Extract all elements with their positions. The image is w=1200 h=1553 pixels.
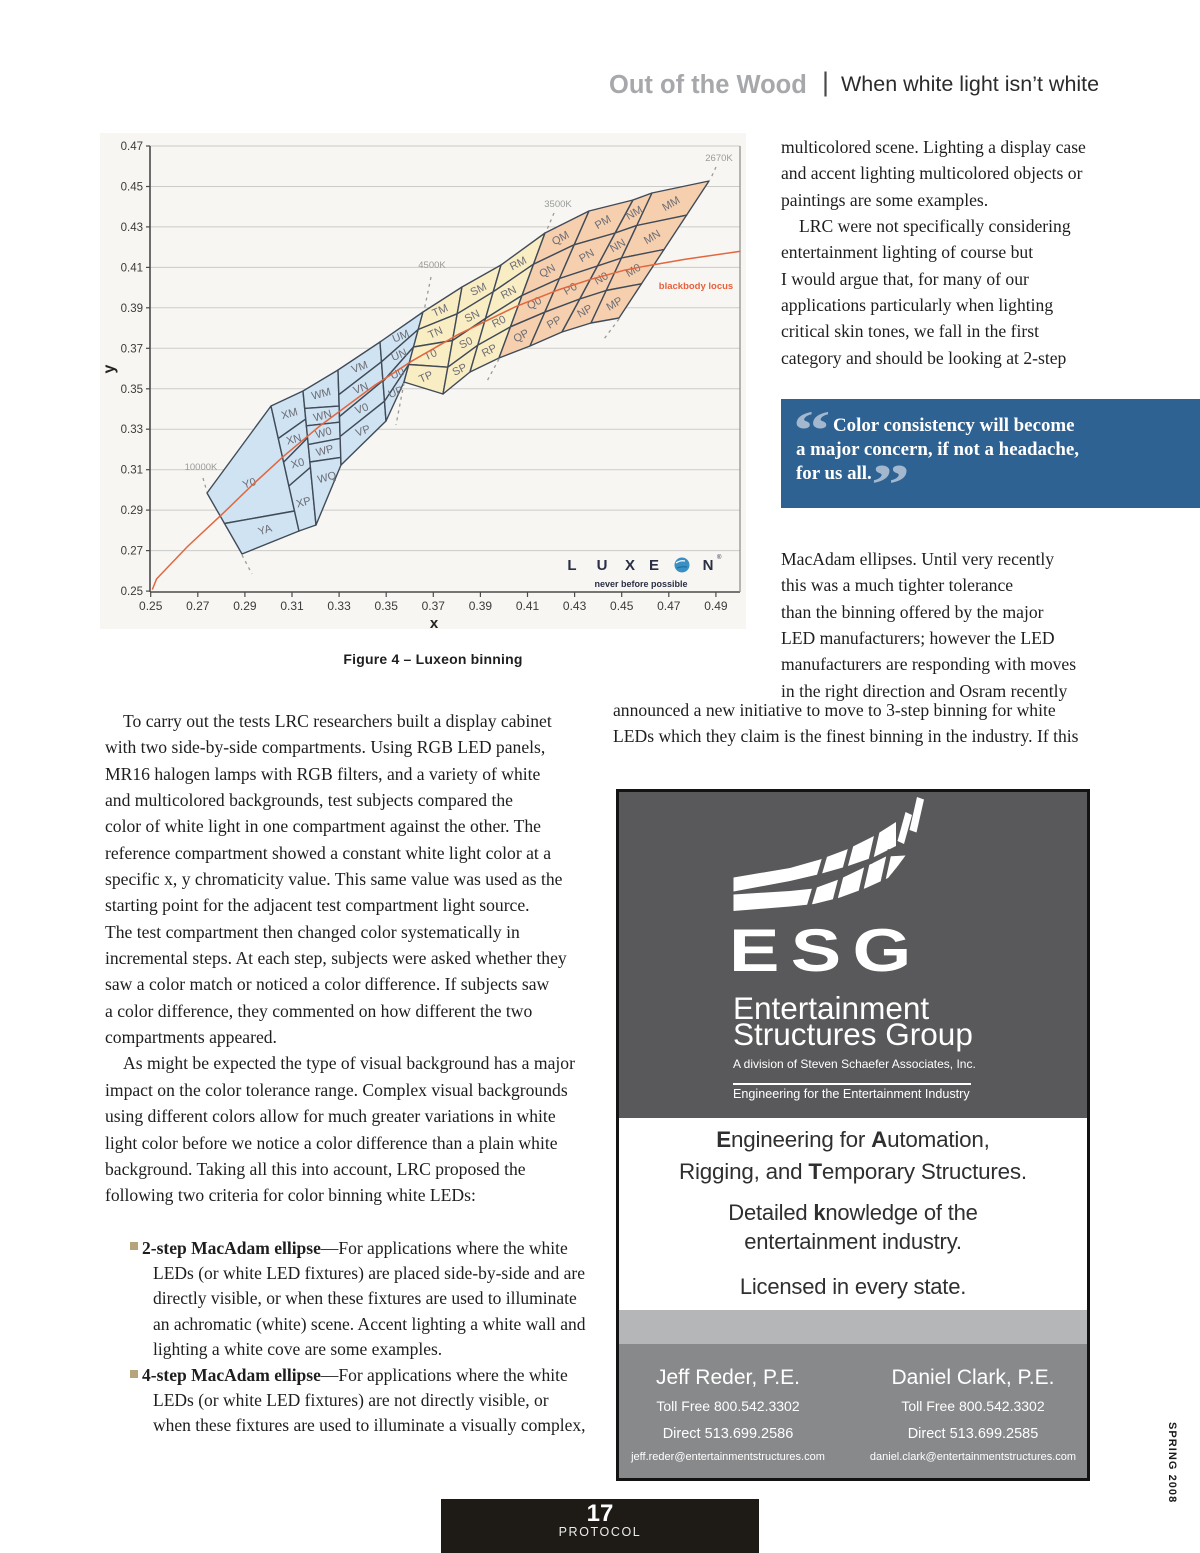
svg-text:0.47: 0.47 xyxy=(121,141,143,153)
svg-text:y: y xyxy=(101,364,118,373)
svg-text:0.29: 0.29 xyxy=(233,599,257,613)
svg-text:WM: WM xyxy=(310,386,332,403)
svg-text:0.45: 0.45 xyxy=(610,599,634,613)
svg-text:L: L xyxy=(567,557,576,574)
svg-text:0.47: 0.47 xyxy=(657,599,681,613)
svg-text:N: N xyxy=(703,557,714,574)
svg-text:TM: TM xyxy=(431,302,450,319)
svg-text:U: U xyxy=(597,557,608,574)
svg-text:®: ® xyxy=(717,554,722,561)
svg-text:0.45: 0.45 xyxy=(121,182,143,194)
svg-text:W0: W0 xyxy=(314,425,333,441)
svg-text:X0: X0 xyxy=(290,456,306,471)
svg-text:TP: TP xyxy=(417,369,435,386)
svg-text:WQ: WQ xyxy=(316,470,338,487)
svg-text:V0: V0 xyxy=(354,401,371,417)
svg-text:0.39: 0.39 xyxy=(121,303,143,315)
svg-text:XP: XP xyxy=(295,495,312,510)
svg-text:2670K: 2670K xyxy=(705,153,733,164)
svg-text:VM: VM xyxy=(350,359,370,376)
svg-text:SP: SP xyxy=(451,361,469,378)
svg-text:T0: T0 xyxy=(422,347,439,363)
svg-text:0.33: 0.33 xyxy=(327,599,351,613)
svg-text:0.39: 0.39 xyxy=(469,599,493,613)
svg-text:TN: TN xyxy=(426,325,444,342)
svg-text:0.31: 0.31 xyxy=(280,599,304,613)
svg-text:0.41: 0.41 xyxy=(121,262,143,274)
svg-text:U0: U0 xyxy=(389,366,407,382)
svg-text:0.37: 0.37 xyxy=(422,599,446,613)
svg-text:0.33: 0.33 xyxy=(121,424,143,436)
svg-text:blackbody locus: blackbody locus xyxy=(659,281,733,292)
svg-text:0.43: 0.43 xyxy=(563,599,587,613)
svg-text:WP: WP xyxy=(315,443,335,459)
svg-text:x: x xyxy=(430,615,439,632)
svg-text:UM: UM xyxy=(391,328,411,346)
svg-text:UP: UP xyxy=(387,384,406,401)
svg-text:0.41: 0.41 xyxy=(516,599,540,613)
svg-text:10000K: 10000K xyxy=(185,462,218,473)
svg-text:never before possible: never before possible xyxy=(594,579,687,589)
svg-text:0.43: 0.43 xyxy=(121,222,143,234)
svg-text:0.35: 0.35 xyxy=(375,599,399,613)
svg-text:0.35: 0.35 xyxy=(121,384,143,396)
svg-text:0.31: 0.31 xyxy=(121,465,143,477)
svg-text:UN: UN xyxy=(390,347,409,364)
svg-text:VP: VP xyxy=(354,423,372,439)
svg-text:0.25: 0.25 xyxy=(139,599,163,613)
svg-text:3500K: 3500K xyxy=(544,199,572,210)
svg-text:0.37: 0.37 xyxy=(121,343,143,355)
svg-text:YA: YA xyxy=(257,522,275,538)
svg-text:0.29: 0.29 xyxy=(121,505,143,517)
svg-text:X: X xyxy=(625,557,635,574)
svg-text:Y0: Y0 xyxy=(241,476,258,492)
svg-text:0.27: 0.27 xyxy=(186,599,210,613)
svg-text:4500K: 4500K xyxy=(418,260,446,271)
svg-text:S0: S0 xyxy=(457,335,474,352)
svg-text:E: E xyxy=(649,557,659,574)
svg-text:0.27: 0.27 xyxy=(121,546,143,558)
svg-text:XM: XM xyxy=(280,406,299,422)
svg-text:0.49: 0.49 xyxy=(704,599,728,613)
svg-text:0.25: 0.25 xyxy=(121,586,143,598)
